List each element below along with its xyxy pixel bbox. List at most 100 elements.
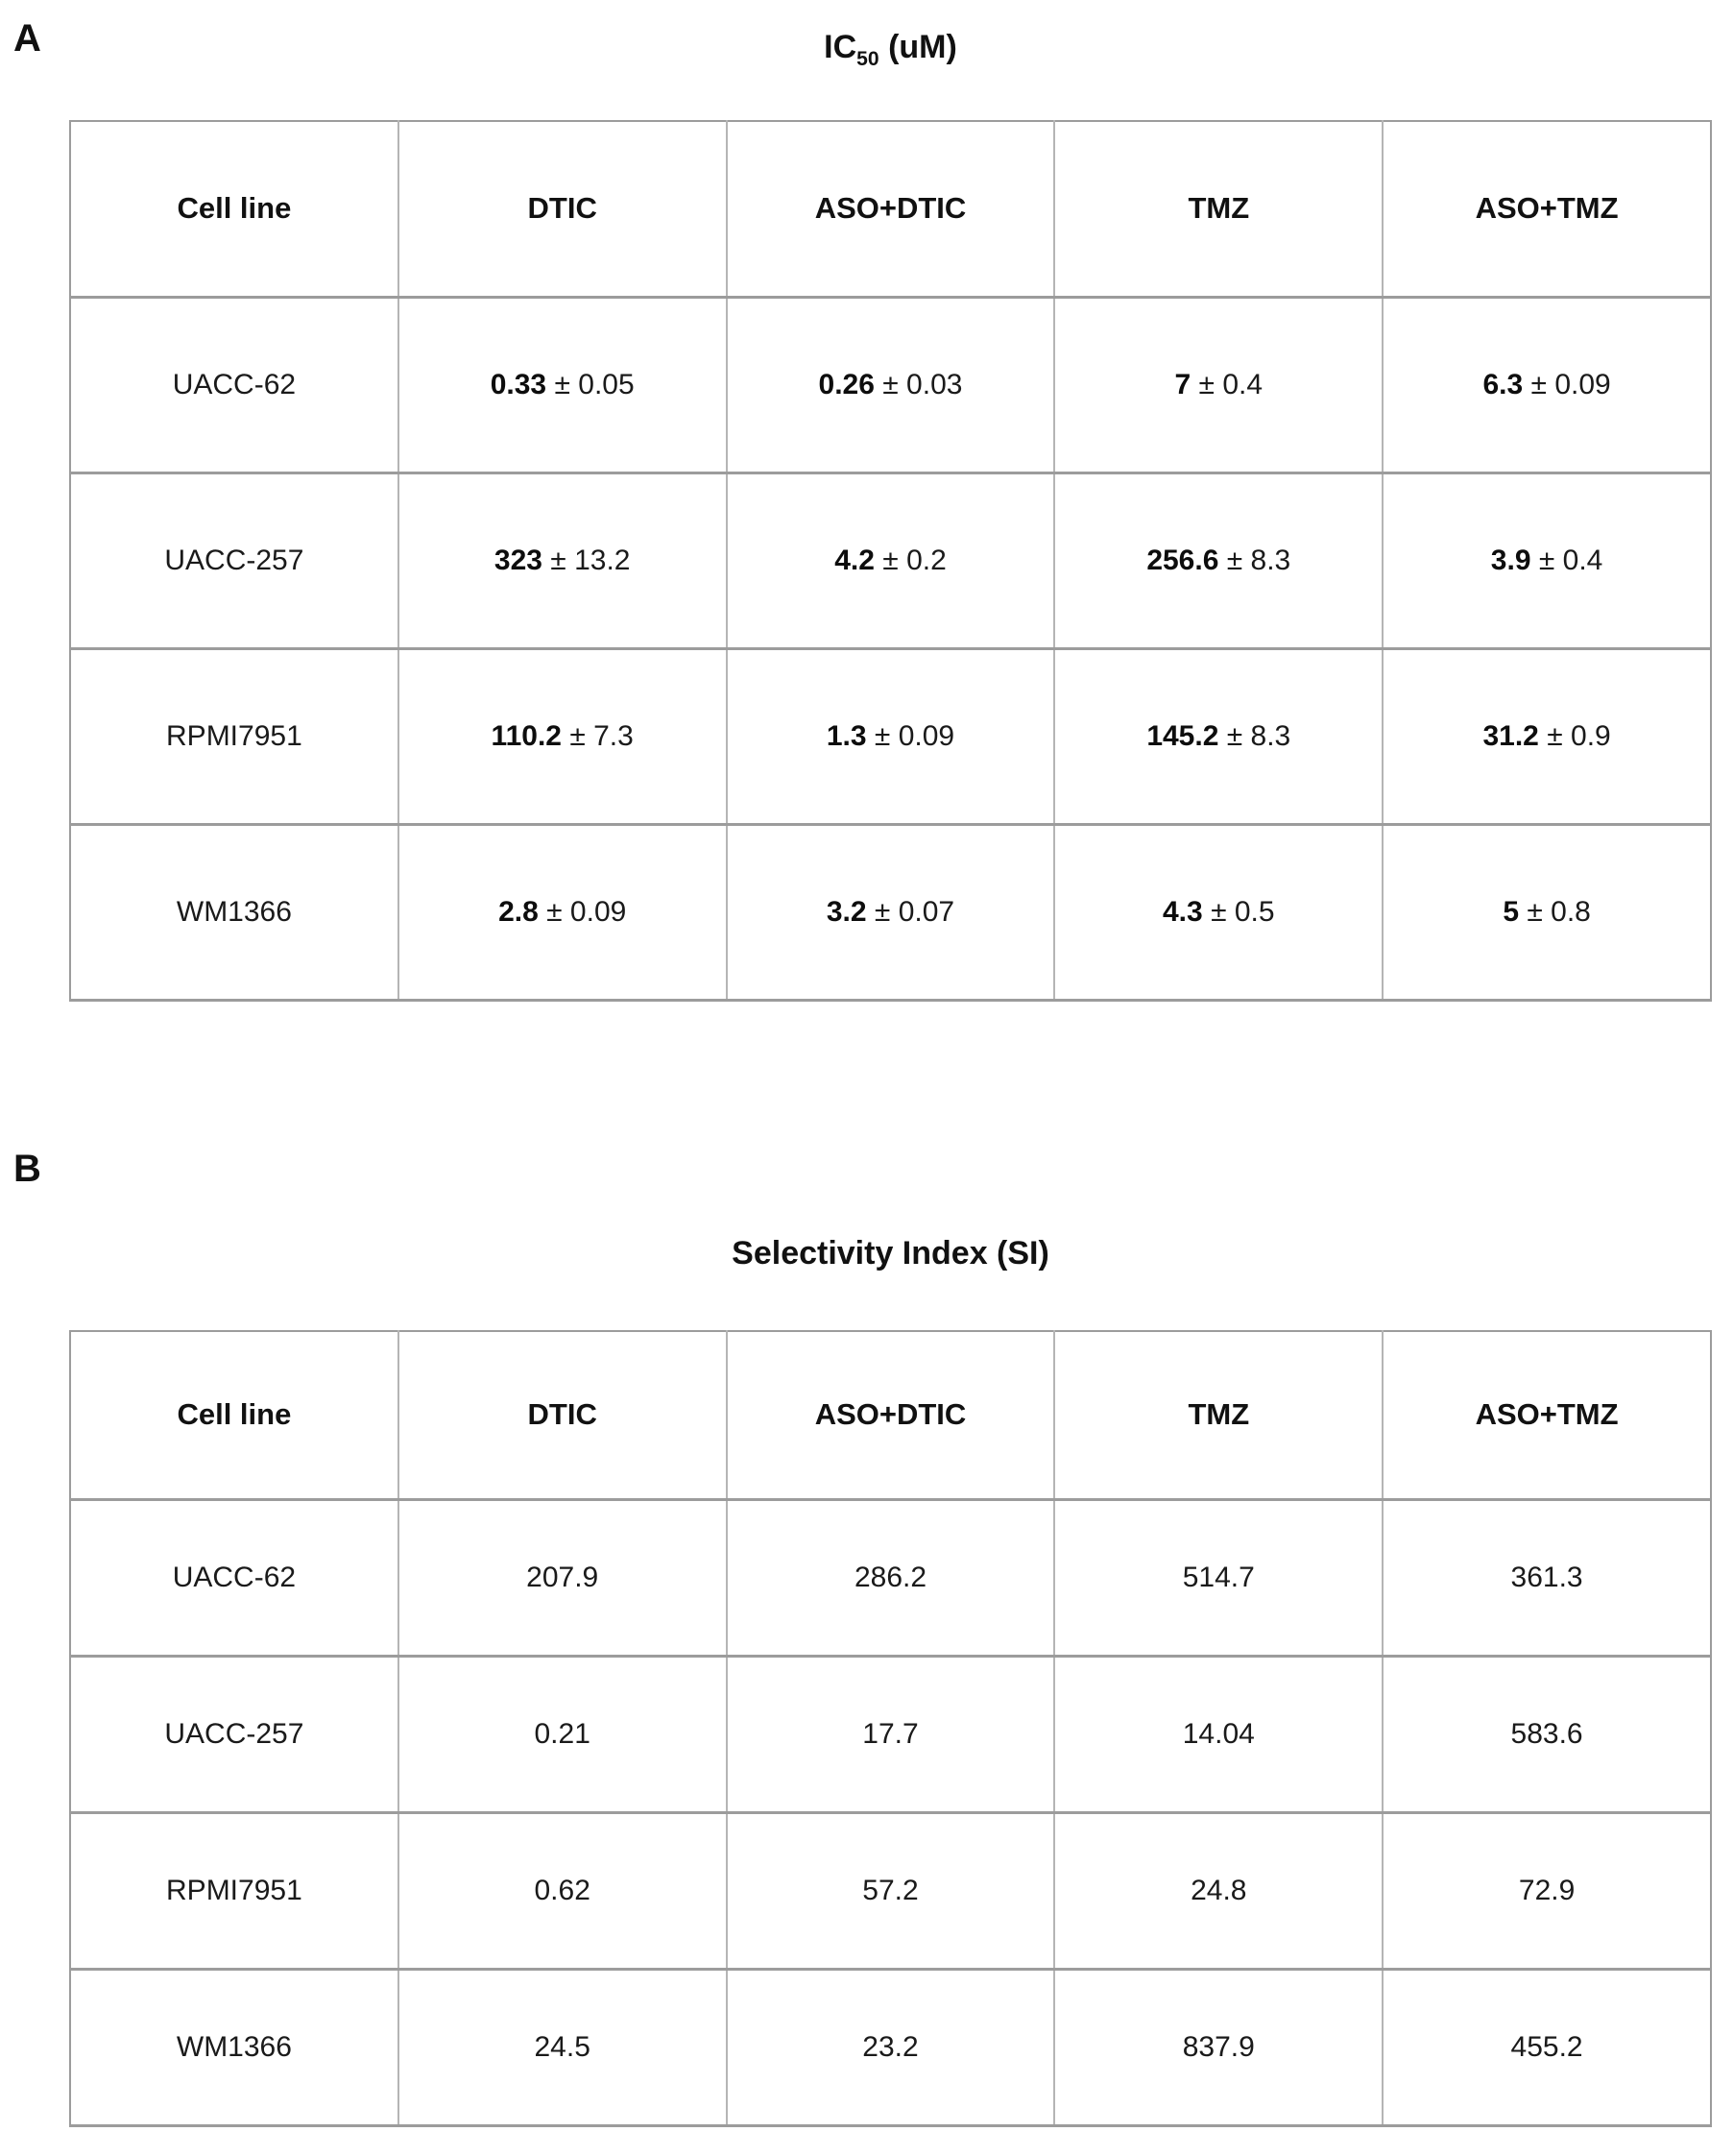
si-col-aso-tmz: ASO+TMZ (1382, 1330, 1711, 1500)
si-value-cell: 72.9 (1382, 1812, 1711, 1970)
ic50-row-uacc257: UACC-257 323 ± 13.2 4.2 ± 0.2 256.6 ± 8.… (70, 472, 1711, 648)
error-value: ± 8.3 (1226, 719, 1291, 752)
error-value: ± 13.2 (550, 544, 631, 576)
mean-value: 1.3 (826, 719, 867, 752)
si-value-cell: 14.04 (1053, 1656, 1384, 1813)
ic50-value-cell: 3.9 ± 0.4 (1382, 472, 1711, 648)
panel-a: A IC50 (uM) Cell line DTIC ASO+DTIC TMZ … (0, 0, 1733, 1002)
cell-line-name: UACC-62 (172, 1562, 297, 1593)
mean-value: 4.3 (1163, 895, 1203, 928)
mean-value: 6.3 (1482, 368, 1524, 400)
ic50-col-aso-tmz: ASO+TMZ (1382, 121, 1711, 297)
mean-value: 31.2 (1482, 719, 1539, 752)
error-value: ± 0.09 (1530, 368, 1611, 400)
ic50-col-aso-dtic: ASO+DTIC (725, 121, 1055, 297)
error-value: ± 0.9 (1547, 719, 1611, 752)
error-value: ± 0.05 (554, 368, 635, 400)
ic50-value-cell: 256.6 ± 8.3 (1053, 472, 1384, 648)
si-value-cell: 286.2 (725, 1499, 1055, 1657)
mean-value: 5 (1503, 895, 1519, 928)
ic50-row-rpmi7951: RPMI7951 110.2 ± 7.3 1.3 ± 0.09 145.2 ± … (70, 648, 1711, 824)
error-value: ± 0.07 (874, 895, 955, 928)
si-value-cell: 0.62 (397, 1812, 727, 1970)
ic50-value-cell: 4.2 ± 0.2 (725, 472, 1055, 648)
si-row-uacc257: UACC-257 0.21 17.7 14.04 583.6 (70, 1656, 1711, 1813)
si-row-rpmi7951: RPMI7951 0.62 57.2 24.8 72.9 (70, 1812, 1711, 1970)
cell-line-name: UACC-257 (164, 1718, 304, 1750)
ic50-value-cell: 110.2 ± 7.3 (397, 648, 727, 824)
si-value-cell: 455.2 (1382, 1969, 1711, 2126)
ic50-value-cell: 323 ± 13.2 (397, 472, 727, 648)
error-value: ± 0.03 (882, 368, 963, 400)
ic50-col-dtic: DTIC (397, 121, 727, 297)
si-header-row: Cell line DTIC ASO+DTIC TMZ ASO+TMZ (70, 1330, 1711, 1500)
si-value-cell: 361.3 (1382, 1499, 1711, 1657)
cell-line-name: WM1366 (176, 2031, 292, 2063)
panel-b: B Selectivity Index (SI) Cell line DTIC … (0, 1002, 1733, 2127)
mean-value: 110.2 (491, 719, 562, 752)
mean-value: 4.2 (834, 544, 875, 576)
si-value-cell: 24.8 (1053, 1812, 1384, 1970)
ic50-row-wm1366: WM1366 2.8 ± 0.09 3.2 ± 0.07 4.3 ± 0.5 5… (70, 824, 1711, 1000)
panel-a-label: A (13, 17, 41, 60)
si-col-aso-dtic: ASO+DTIC (725, 1330, 1055, 1500)
ic50-value-cell: 3.2 ± 0.07 (725, 824, 1055, 1000)
error-value: ± 0.09 (546, 895, 627, 928)
error-value: ± 0.8 (1527, 895, 1591, 928)
cell-line-name: UACC-257 (164, 544, 304, 576)
si-col-cell-line: Cell line (177, 1397, 292, 1432)
si-value-cell: 514.7 (1053, 1499, 1384, 1657)
mean-value: 0.33 (490, 368, 547, 400)
ic50-value-cell: 6.3 ± 0.09 (1382, 297, 1711, 472)
cell-line-name: UACC-62 (172, 368, 297, 400)
error-value: ± 8.3 (1226, 544, 1291, 576)
title-subscript: 50 (856, 47, 879, 70)
si-value-cell: 57.2 (725, 1812, 1055, 1970)
ic50-value-cell: 31.2 ± 0.9 (1382, 648, 1711, 824)
si-value-cell: 837.9 (1053, 1969, 1384, 2126)
panel-b-title: Selectivity Index (SI) (732, 1234, 1049, 1272)
si-value-cell: 17.7 (725, 1656, 1055, 1813)
ic50-value-cell: 0.26 ± 0.03 (725, 297, 1055, 472)
error-value: ± 0.5 (1211, 895, 1275, 928)
si-col-tmz: TMZ (1053, 1330, 1384, 1500)
si-value-cell: 583.6 (1382, 1656, 1711, 1813)
cell-line-name: RPMI7951 (166, 719, 302, 752)
error-value: ± 0.4 (1538, 544, 1603, 576)
panel-b-label: B (13, 1147, 41, 1190)
ic50-value-cell: 1.3 ± 0.09 (725, 648, 1055, 824)
error-value: ± 0.09 (874, 719, 955, 752)
cell-line-name: WM1366 (176, 895, 292, 928)
si-value-cell: 207.9 (397, 1499, 727, 1657)
mean-value: 256.6 (1146, 544, 1219, 576)
si-value-cell: 0.21 (397, 1656, 727, 1813)
ic50-col-tmz: TMZ (1053, 121, 1384, 297)
mean-value: 323 (493, 544, 542, 576)
si-value-cell: 24.5 (397, 1969, 727, 2126)
error-value: ± 0.2 (882, 544, 947, 576)
ic50-value-cell: 0.33 ± 0.05 (397, 297, 727, 472)
mean-value: 2.8 (498, 895, 539, 928)
mean-value: 3.9 (1490, 544, 1531, 576)
mean-value: 145.2 (1146, 719, 1219, 752)
ic50-row-uacc62: UACC-62 0.33 ± 0.05 0.26 ± 0.03 7 ± 0.4 … (70, 297, 1711, 472)
ic50-col-cell-line: Cell line (177, 191, 292, 226)
si-row-wm1366: WM1366 24.5 23.2 837.9 455.2 (70, 1969, 1711, 2126)
title-suffix: (uM) (879, 29, 957, 65)
title-prefix: IC (824, 29, 857, 65)
si-value-cell: 23.2 (725, 1969, 1055, 2126)
mean-value: 7 (1174, 368, 1191, 400)
ic50-header-row: Cell line DTIC ASO+DTIC TMZ ASO+TMZ (70, 121, 1711, 297)
panel-a-title: IC50 (uM) (69, 0, 1712, 69)
si-col-dtic: DTIC (397, 1330, 727, 1500)
ic50-value-cell: 4.3 ± 0.5 (1053, 824, 1384, 1000)
ic50-value-cell: 5 ± 0.8 (1382, 824, 1711, 1000)
ic50-value-cell: 2.8 ± 0.09 (397, 824, 727, 1000)
ic50-value-cell: 145.2 ± 8.3 (1053, 648, 1384, 824)
mean-value: 0.26 (818, 368, 875, 400)
si-row-uacc62: UACC-62 207.9 286.2 514.7 361.3 (70, 1499, 1711, 1657)
cell-line-name: RPMI7951 (166, 1875, 302, 1906)
mean-value: 3.2 (826, 895, 867, 928)
error-value: ± 7.3 (569, 719, 634, 752)
